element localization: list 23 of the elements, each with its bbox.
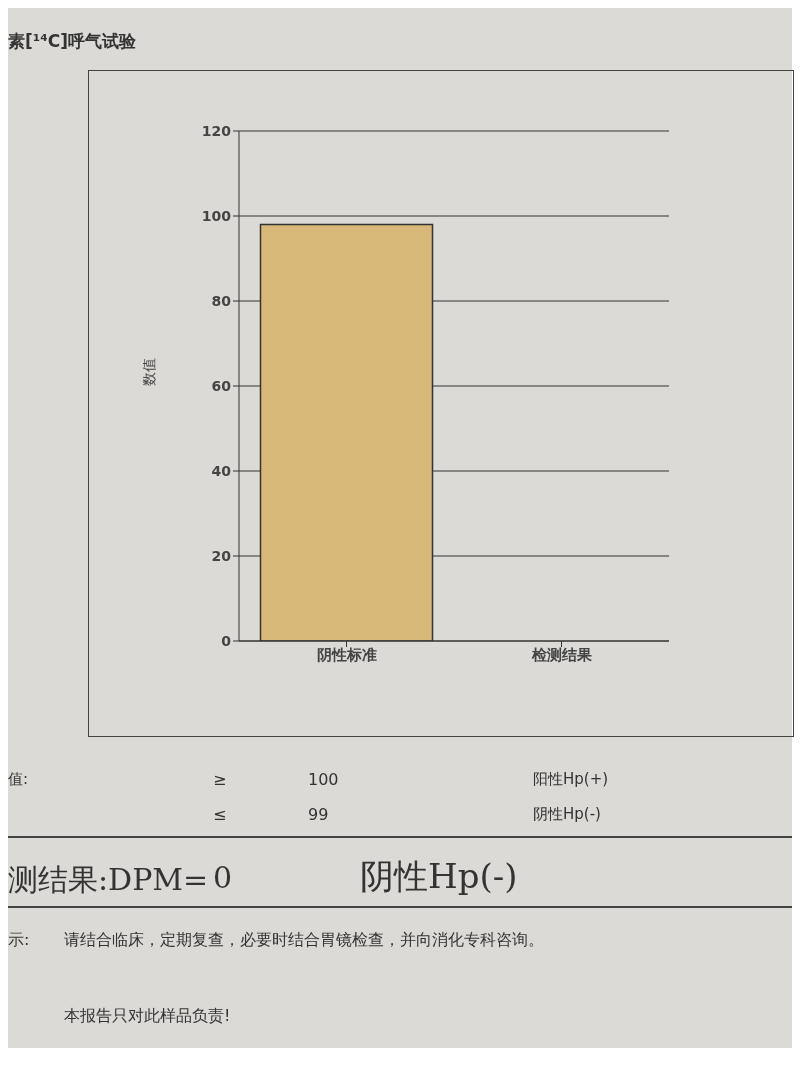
x-tick-label: 检测结果 [530, 645, 593, 664]
text: 请结合临床，定期复查，必要时结合胃镜检查，并向消化专科咨询。 [64, 930, 544, 951]
text: 阴性Hp(-) [533, 805, 601, 824]
y-tick-label: 60 [211, 377, 232, 394]
y-tick-label: 80 [211, 292, 232, 309]
y-tick-label: 120 [201, 122, 232, 139]
text: 素[¹⁴C]呼气试验 [8, 30, 136, 53]
text: 阳性Hp(+) [533, 770, 609, 789]
y-tick-label: 40 [211, 462, 232, 479]
text: ≥ [213, 770, 227, 789]
y-tick-label: 20 [211, 547, 232, 564]
x-tick-label: 阴性标准 [316, 645, 377, 664]
text: ≤ [213, 805, 227, 824]
text: 100 [308, 770, 339, 789]
text: 99 [308, 805, 329, 824]
text: 本报告只对此样品负责! [64, 1006, 231, 1027]
y-tick-label: 100 [201, 207, 232, 224]
text: 阴性Hp(-) [360, 855, 518, 898]
y-axis-title: 数值 [140, 358, 157, 386]
text: 测结果:DPM= [8, 861, 209, 899]
y-tick-label: 0 [221, 632, 232, 649]
text: 值: [8, 770, 29, 789]
text: 示: [8, 930, 30, 951]
